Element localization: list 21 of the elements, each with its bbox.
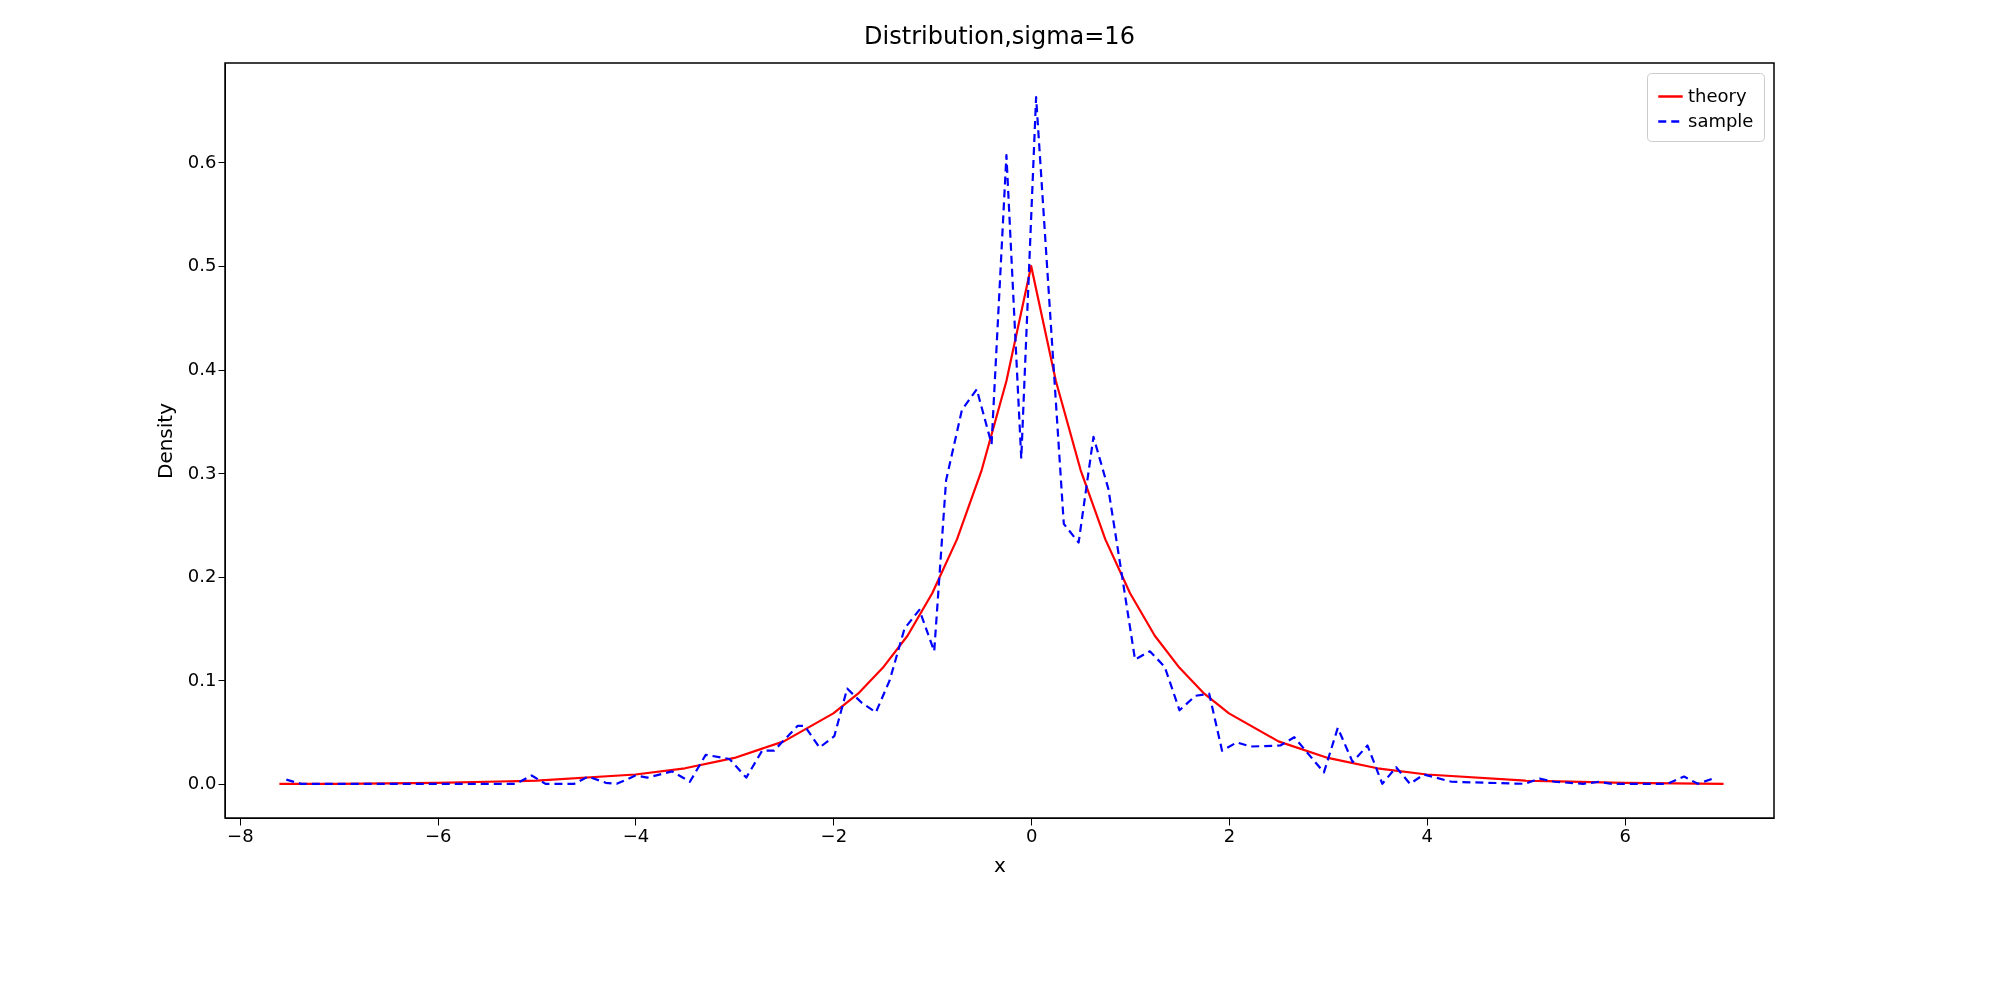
x-tick-label: −8 (227, 824, 254, 846)
x-tick-label: 4 (1421, 824, 1434, 846)
y-tick-label: 0.5 (187, 254, 217, 276)
legend-label: theory (1688, 84, 1747, 106)
chart-title: Distribution,sigma=16 (864, 22, 1135, 50)
x-tick-label: 0 (1025, 824, 1038, 846)
y-axis-title: Density (152, 402, 177, 480)
y-tick-label: 0.1 (187, 668, 217, 690)
x-tick-label: −6 (424, 824, 452, 846)
legend-label: sample (1688, 109, 1754, 131)
y-tick-label: 0.6 (187, 150, 217, 172)
x-tick-label: 6 (1619, 824, 1631, 846)
y-tick-label: 0.2 (187, 565, 217, 587)
line-series (278, 264, 1725, 785)
y-tick-label: 0.3 (187, 461, 217, 483)
x-tick-label: 2 (1223, 824, 1236, 846)
y-tick-label: 0.4 (187, 358, 217, 380)
x-tick-label: −2 (820, 824, 848, 846)
y-tick-label: 0.0 (187, 772, 217, 794)
x-tick-label: −4 (622, 824, 650, 846)
x-axis-title: x (994, 852, 1007, 877)
